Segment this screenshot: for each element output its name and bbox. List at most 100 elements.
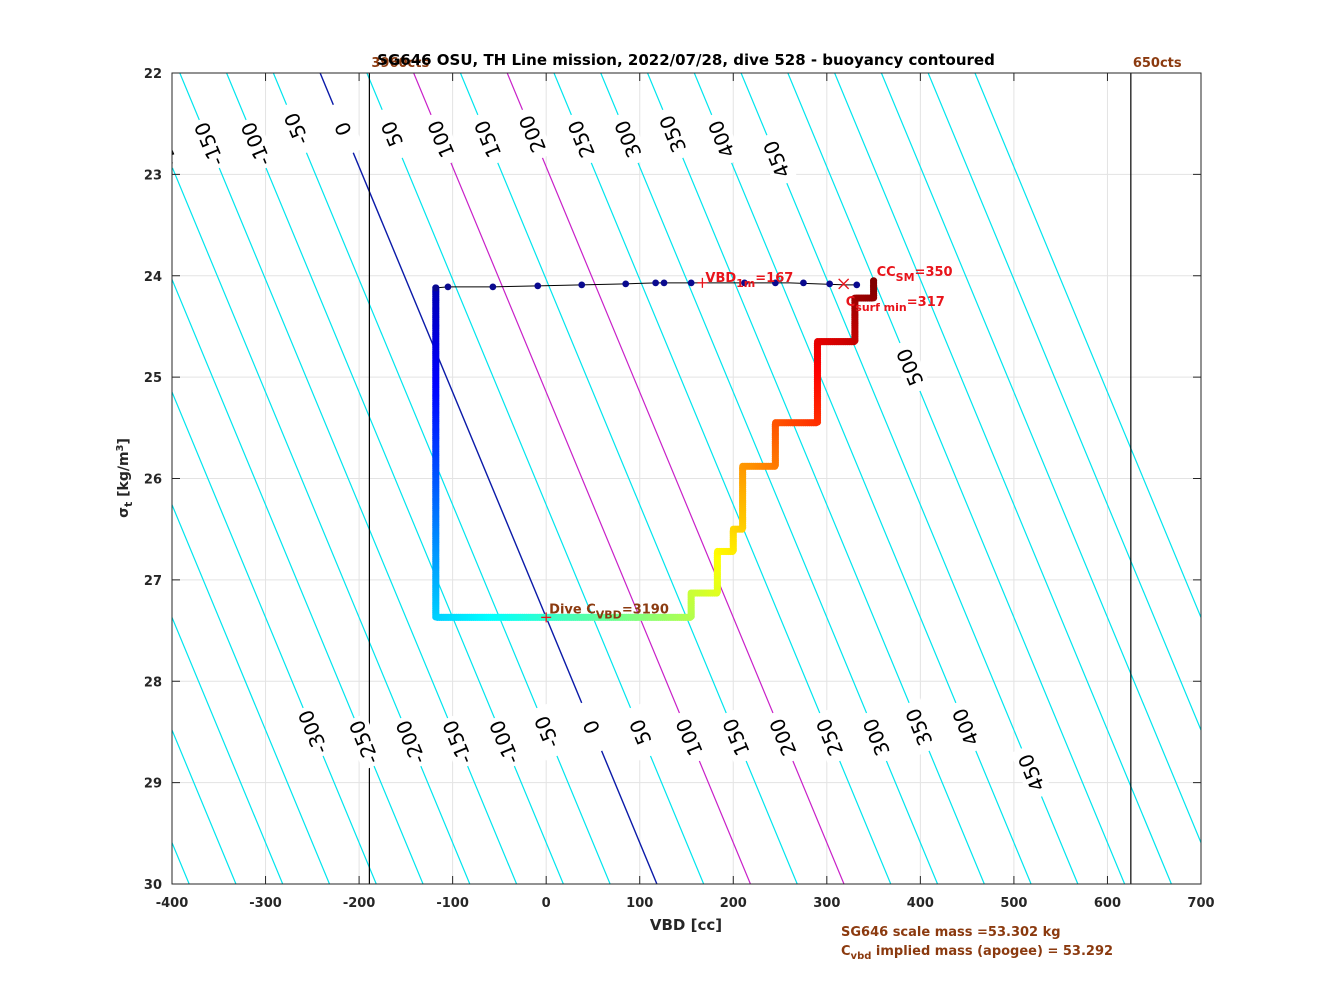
surface-point [660,279,668,287]
surface-point [432,284,440,292]
contour-line [834,73,1172,884]
surface-point [853,281,861,289]
annotation-sub: SM [896,271,915,284]
vbd-limit-label: 3960cts [371,56,429,71]
contour-line [172,503,331,884]
contour-label-bg [322,100,365,158]
annotation-ccsurf: Csurf min=317 [846,295,945,314]
contour-label-bg [436,713,479,771]
contour-label-bg [898,698,941,756]
surface-point [652,279,660,287]
y-axis-label-sup: 3 [115,444,126,451]
annotation-divec: Dive CVBD=3190 [549,602,669,621]
contour-label-bg [188,115,231,173]
x-tick-label: -100 [436,896,469,911]
y-tick-label: 27 [144,574,162,589]
cvbd-rest: implied mass (apogee) = 53.292 [871,944,1113,959]
surface-point [826,280,834,288]
contour-label-bg [651,105,694,163]
surface-point [771,279,779,287]
contour-label-bg [755,130,798,188]
y-tick-label: 26 [144,473,162,488]
surface-path-line [435,282,857,289]
surface-point [741,279,748,287]
annotation-sub: 1m [736,277,755,290]
annotation-vbd1m: VBD1m=167 [705,271,793,290]
y-tick-label: 25 [144,371,162,386]
surface-point [444,283,452,291]
annotation-main: VBD [705,271,736,286]
cvbd-main: C [841,944,851,959]
y-tick-label: 30 [144,878,162,893]
annotation-sub: surf min [855,301,906,314]
y-tick-label: 24 [144,270,162,285]
y-tick-label: 22 [144,67,162,82]
annotation-main: Dive C [549,602,596,617]
y-axis-label-sub: t [122,502,135,507]
chart-title: SG646 OSU, TH Line mission, 2022/07/28, … [377,51,995,69]
vbd-limit-label: 650cts [1133,56,1182,71]
x-tick-label: 500 [1000,896,1027,911]
surface-point [489,283,497,291]
contour-line [787,73,1126,884]
contour-label-bg [570,698,613,756]
x-tick-label: 300 [813,896,840,911]
contour-line [172,728,237,884]
vbd-limit-lines: 3960cts 650cts [368,56,1182,884]
contour-label-bg [343,713,386,771]
x-tick-label: 700 [1187,896,1214,911]
contour-label-bg [560,110,603,168]
y-tick-label: 23 [144,168,162,183]
x-tick-label: -300 [249,896,282,911]
x-tick-label: 200 [720,896,747,911]
annotation-value: =3190 [622,602,669,617]
y-axis-label-units: [kg/m [116,451,132,501]
contour-label-bg [855,708,898,766]
contour-label-bg [292,703,335,761]
dive-trace [432,277,878,621]
x-tick-label: -200 [343,896,376,911]
contour-label-bg [525,703,569,761]
annotation-main: CC [877,265,896,280]
contour-label-bg [419,110,463,168]
contour-line [172,615,284,884]
contour-label-bg [715,708,758,766]
y-axis-label-close: ] [116,438,132,444]
cvbd-mass-text: Cvbd implied mass (apogee) = 53.292 [841,944,1113,962]
contour-label-bg [371,105,414,163]
contour-label-bg [511,105,554,163]
x-marker [838,278,850,290]
y-axis-label: σt [kg/m3] [115,438,135,518]
annotation-value: =167 [755,271,793,286]
contour-label-bg [172,115,184,173]
contour-label-bg [668,708,711,766]
dive-point [869,277,878,285]
y-axis-label-symbol: σ [116,507,132,518]
surface-point [578,281,586,289]
contour-label-bg [619,703,662,761]
annotation-ccsm: CCSM=350 [877,265,953,284]
x-tick-label: 0 [542,896,551,911]
contour-label-bg [1010,743,1053,802]
contour-label-bg [700,110,743,168]
cvbd-sub: vbd [851,951,872,962]
x-tick-label: 600 [1094,896,1121,911]
axis-ticks: -400 -300 -200 -100 0 100 200 300 400 500 600 700 22… [144,67,1215,911]
y-tick-label: 29 [144,777,162,792]
surface-point [622,280,630,288]
contour-line [880,73,1201,845]
contour-label-bg [483,713,526,771]
x-tick-label: -400 [156,896,189,911]
scale-mass-text: SG646 scale mass =53.302 kg [841,925,1061,940]
contour-label-bg [389,713,432,771]
contour-label-bg [944,698,987,756]
contour-label-bg [607,110,650,168]
surface-point [800,279,807,287]
surface-point [687,279,695,287]
contour-line [927,73,1201,732]
contour-label-bg [888,338,931,396]
x-tick-label: 400 [907,896,934,911]
annotation-main: C [846,295,856,310]
